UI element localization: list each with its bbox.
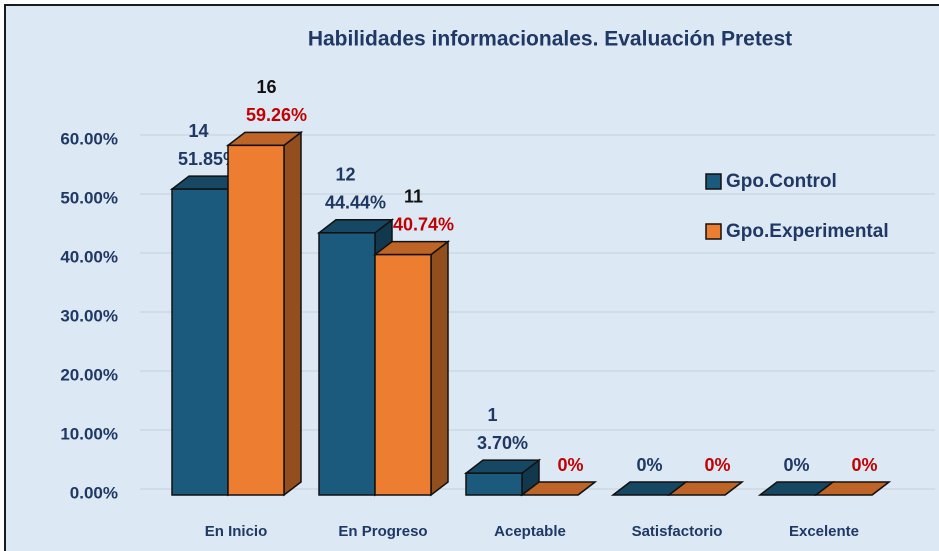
count-label: 1 — [487, 405, 497, 425]
bar — [465, 472, 523, 496]
x-tick-label: En Progreso — [338, 523, 427, 540]
data-label: 59.26% — [246, 105, 307, 125]
data-label: 3.70% — [477, 433, 528, 453]
data-label: 0% — [636, 455, 662, 475]
y-tick-label: 60.00% — [60, 129, 118, 148]
count-label: 11 — [404, 186, 423, 206]
legend-label: Gpo.Experimental — [726, 221, 889, 242]
count-label: 14 — [188, 121, 208, 141]
bar — [318, 232, 376, 496]
chart-title: Habilidades informacionales. Evaluación … — [308, 28, 792, 51]
data-label: 51.85% — [178, 149, 239, 169]
y-tick-label: 10.00% — [60, 424, 118, 443]
x-tick-label: Excelente — [789, 523, 859, 540]
data-label: 0% — [851, 455, 877, 475]
legend-swatch — [705, 223, 722, 240]
legend-swatch — [705, 173, 722, 190]
y-tick-label: 0.00% — [70, 483, 118, 502]
y-tick-label: 50.00% — [60, 188, 118, 207]
data-label: 44.44% — [325, 193, 386, 213]
data-label: 0% — [704, 455, 730, 475]
x-tick-label: Satisfactorio — [632, 523, 723, 540]
chart-area — [4, 4, 939, 551]
y-tick-label: 30.00% — [60, 306, 118, 325]
bar-side — [430, 240, 449, 497]
bar — [227, 144, 285, 496]
bar-top — [666, 481, 745, 496]
y-tick-label: 40.00% — [60, 247, 118, 266]
data-label: 0% — [783, 455, 809, 475]
bar — [374, 253, 432, 496]
bar-top — [519, 481, 598, 496]
x-tick-label: En Inicio — [205, 523, 268, 540]
bar-top — [813, 481, 892, 496]
bar — [171, 188, 229, 496]
x-tick-label: Aceptable — [494, 523, 566, 540]
data-label: 40.74% — [393, 214, 454, 234]
y-tick-label: 20.00% — [60, 365, 118, 384]
data-label: 0% — [557, 455, 583, 475]
count-label: 16 — [256, 77, 276, 97]
bar-side — [283, 130, 302, 497]
legend-label: Gpo.Control — [726, 171, 837, 192]
count-label: 12 — [335, 165, 355, 185]
